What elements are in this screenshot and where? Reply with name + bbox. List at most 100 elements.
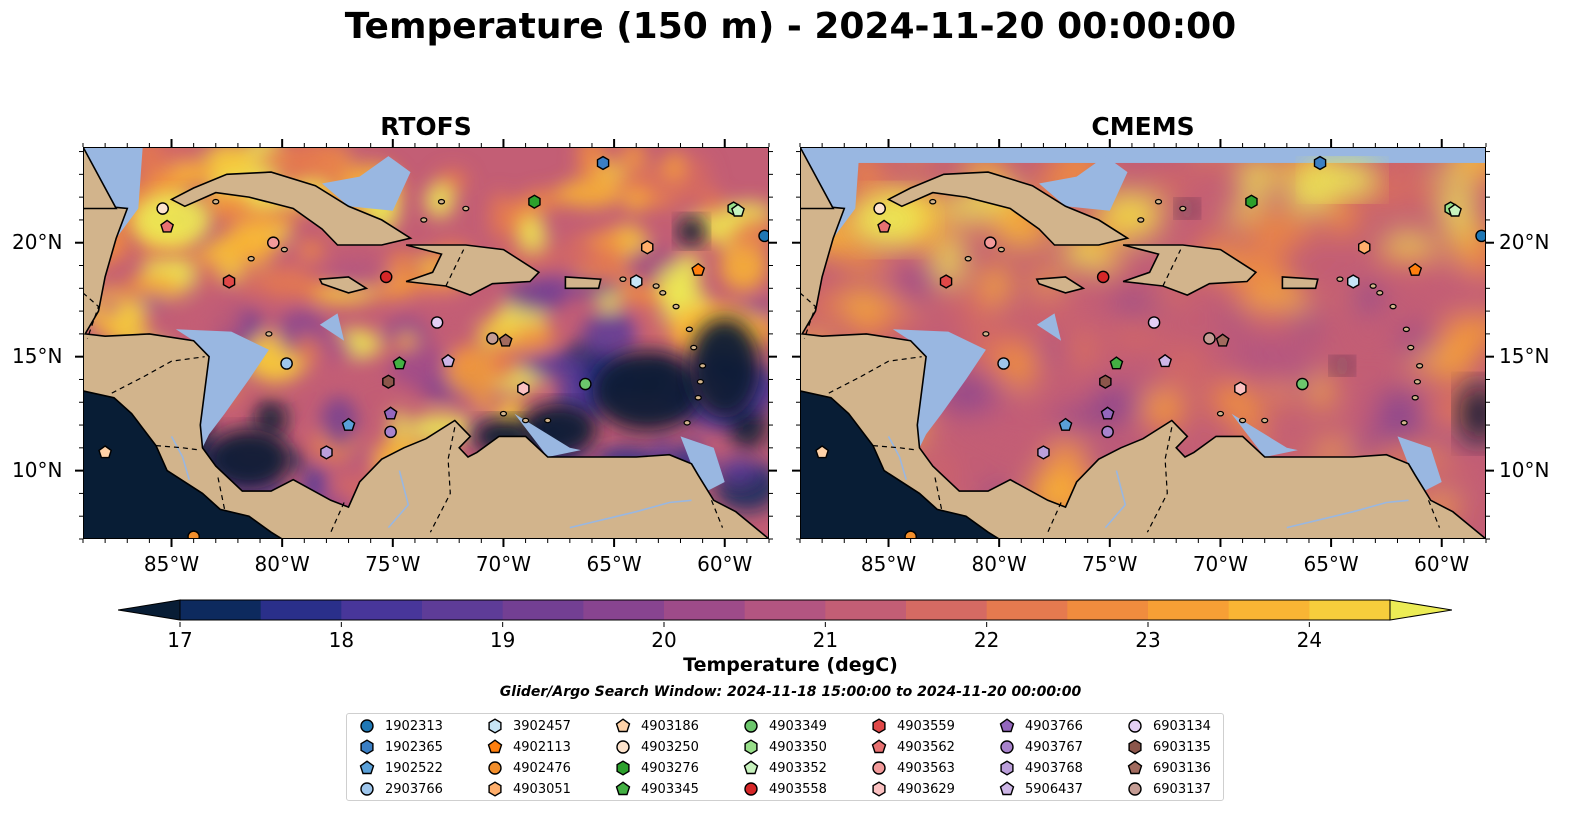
- float-marker-6903135[interactable]: [382, 374, 395, 389]
- float-marker-4903768[interactable]: [320, 445, 333, 460]
- float-marker-4903768[interactable]: [1037, 445, 1050, 460]
- float-marker-4903276[interactable]: [1245, 194, 1258, 209]
- float-marker-4903186[interactable]: [98, 445, 113, 459]
- float-marker-4903559[interactable]: [939, 274, 953, 289]
- float-marker-4903250[interactable]: [873, 202, 886, 215]
- float-marker-1902365[interactable]: [1313, 155, 1327, 171]
- legend-marker-4903563[interactable]: [872, 761, 886, 775]
- float-marker-4903629[interactable]: [1234, 381, 1247, 396]
- legend-marker-4903350[interactable]: [744, 739, 758, 755]
- legend-marker-4903186[interactable]: [615, 718, 631, 733]
- legend-marker-4902113[interactable]: [487, 739, 503, 754]
- map-panel-rtofs[interactable]: [83, 147, 769, 539]
- float-marker-6903136[interactable]: [1215, 333, 1230, 347]
- float-marker-4903766[interactable]: [1100, 406, 1115, 420]
- float-marker-1902313[interactable]: [1475, 229, 1486, 243]
- float-marker-3902457[interactable]: [630, 274, 643, 289]
- float-marker-4902113[interactable]: [691, 262, 706, 276]
- float-marker-6903134[interactable]: [1147, 316, 1161, 329]
- legend-marker-4903558[interactable]: [744, 782, 758, 796]
- legend-marker-1902365[interactable]: [360, 739, 374, 755]
- legend-marker-5906437[interactable]: [999, 781, 1015, 796]
- float-marker-5906437[interactable]: [1158, 353, 1173, 368]
- float-marker-4902476[interactable]: [904, 530, 917, 539]
- legend-marker-1902313[interactable]: [360, 719, 374, 733]
- legend-marker-1902522[interactable]: [359, 760, 375, 775]
- float-marker-4903051[interactable]: [641, 240, 654, 255]
- legend-marker-4903559[interactable]: [872, 718, 886, 734]
- map-panel-cmems[interactable]: [800, 147, 1486, 539]
- float-marker-4903767[interactable]: [384, 425, 397, 439]
- float-marker-6903137[interactable]: [1203, 332, 1216, 345]
- legend-marker-4903349[interactable]: [744, 719, 758, 733]
- float-marker-4903563[interactable]: [267, 236, 280, 250]
- float-marker-1902365[interactable]: [596, 155, 610, 171]
- legend-marker-3902457[interactable]: [488, 718, 502, 734]
- legend-marker-6903136[interactable]: [1127, 760, 1143, 775]
- legend-marker-6903135[interactable]: [1128, 739, 1142, 755]
- legend-marker-4903562[interactable]: [871, 739, 887, 754]
- float-marker-4903629[interactable]: [517, 381, 530, 396]
- legend-marker-4903051[interactable]: [488, 781, 502, 797]
- legend-marker-4903352[interactable]: [743, 760, 759, 775]
- float-marker-6903136[interactable]: [498, 333, 513, 347]
- float-marker-4903563[interactable]: [984, 236, 997, 250]
- legend-marker-4903276[interactable]: [616, 760, 630, 776]
- float-marker-4903051[interactable]: [1358, 240, 1371, 255]
- float-marker-4903186[interactable]: [815, 445, 830, 459]
- land-cuba: [169, 171, 413, 246]
- float-marker-4903559[interactable]: [222, 274, 236, 289]
- float-marker-1902522[interactable]: [1058, 417, 1073, 431]
- colorbar-segment: [422, 600, 504, 620]
- float-marker-4903766[interactable]: [383, 406, 398, 420]
- lat-tick-label-left: 15°N: [12, 343, 63, 368]
- float-marker-4903349[interactable]: [579, 377, 592, 391]
- float-marker-6903134[interactable]: [430, 316, 444, 329]
- float-marker-1902522[interactable]: [341, 417, 356, 431]
- float-marker-2903766[interactable]: [997, 357, 1010, 370]
- float-marker-4903558[interactable]: [379, 270, 393, 284]
- country-border: [445, 249, 465, 287]
- legend-marker-4903250[interactable]: [616, 740, 630, 754]
- legend-marker-6903137[interactable]: [1128, 782, 1142, 796]
- legend-item-4903767: 4903767: [999, 737, 1083, 757]
- float-marker-4903558[interactable]: [1096, 270, 1110, 284]
- legend-marker-4903767[interactable]: [1000, 740, 1014, 754]
- legend-item-4903562: 4903562: [871, 737, 955, 757]
- legend-marker-6903134[interactable]: [1128, 719, 1142, 733]
- float-marker-4902476[interactable]: [187, 530, 200, 539]
- shelf-water: [514, 413, 581, 457]
- float-marker-4903562[interactable]: [877, 219, 892, 233]
- float-marker-4903345[interactable]: [1109, 356, 1124, 370]
- float-marker-6903137[interactable]: [486, 332, 499, 345]
- float-marker-4903352[interactable]: [731, 203, 745, 217]
- float-marker-4903352[interactable]: [1448, 203, 1462, 217]
- float-marker-3902457[interactable]: [1347, 274, 1360, 289]
- float-marker-4903345[interactable]: [392, 356, 407, 370]
- legend-marker-2903766[interactable]: [360, 782, 374, 796]
- island: [699, 362, 707, 369]
- legend-marker-4903766[interactable]: [999, 718, 1015, 733]
- colorbar-tick-label: 24: [1296, 628, 1323, 652]
- float-marker-4903767[interactable]: [1101, 425, 1114, 439]
- float-marker-2903766[interactable]: [280, 357, 293, 370]
- legend-label: 4902113: [513, 739, 571, 755]
- legend-marker-4903629[interactable]: [872, 781, 886, 797]
- float-marker-4903562[interactable]: [160, 219, 175, 233]
- legend-marker-4902476[interactable]: [488, 761, 502, 775]
- float-marker-6903135[interactable]: [1099, 374, 1112, 389]
- float-marker-1902313[interactable]: [758, 229, 769, 243]
- float-marker-4903276[interactable]: [528, 194, 541, 209]
- legend-marker-4903768[interactable]: [1000, 760, 1014, 776]
- legend-label: 4903766: [1025, 718, 1083, 734]
- colorbar-tick-label: 23: [1135, 628, 1161, 652]
- float-marker-4903349[interactable]: [1296, 377, 1309, 391]
- legend-marker-4903345[interactable]: [615, 781, 631, 796]
- float-marker-4903250[interactable]: [156, 202, 169, 215]
- country-border: [800, 292, 817, 339]
- legend-marker-icon: [616, 760, 630, 776]
- island: [1413, 378, 1422, 385]
- float-marker-5906437[interactable]: [441, 353, 456, 368]
- float-marker-4902113[interactable]: [1408, 262, 1423, 276]
- legend-marker-icon: [1128, 739, 1142, 755]
